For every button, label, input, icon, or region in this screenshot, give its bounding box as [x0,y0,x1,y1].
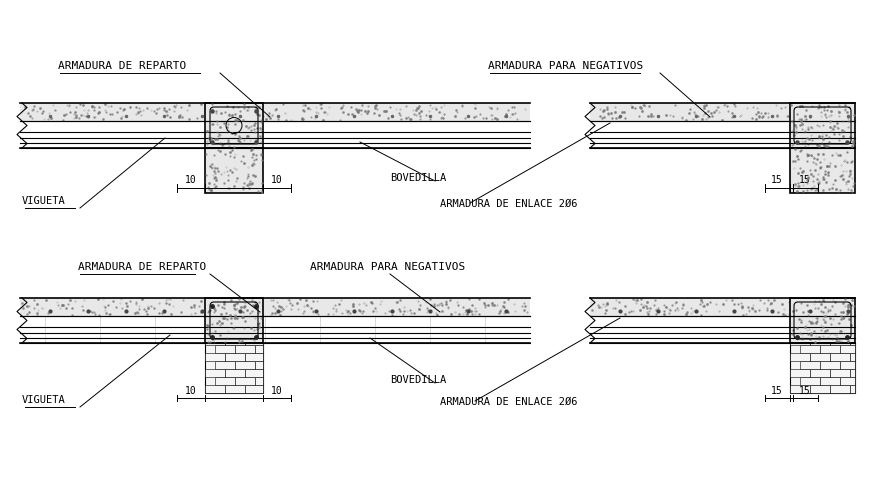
Bar [205,385,225,393]
Bar [839,377,854,385]
Bar [20,103,529,121]
Bar [819,345,839,353]
Text: 10: 10 [185,175,196,185]
Bar [849,385,854,393]
Bar [799,377,819,385]
Bar [205,343,225,345]
Bar [225,385,245,393]
Bar [849,353,854,361]
Bar [205,148,262,193]
Bar [829,385,849,393]
Bar [245,353,262,361]
Bar [809,385,829,393]
Bar [829,353,849,361]
Bar [225,343,245,345]
Bar [255,377,262,385]
Bar [829,343,849,345]
Bar [789,103,854,148]
Bar [799,345,819,353]
Text: BOVEDILLA: BOVEDILLA [389,173,446,183]
Text: ARMADURA DE ENLACE 2Ø6: ARMADURA DE ENLACE 2Ø6 [440,199,577,209]
Text: 15: 15 [770,175,782,185]
Bar [215,361,235,369]
Bar [789,343,809,345]
Bar [589,298,854,316]
Bar [235,361,255,369]
Bar [809,343,829,345]
Bar [205,298,262,343]
Text: ARMADURA DE ENLACE 2Ø6: ARMADURA DE ENLACE 2Ø6 [440,397,577,407]
Bar [819,377,839,385]
Bar [849,369,854,377]
Bar [205,369,225,377]
Bar [809,369,829,377]
Bar [205,343,262,393]
Bar [245,343,262,345]
Bar [235,377,255,385]
Text: ARMADURA DE REPARTO: ARMADURA DE REPARTO [58,61,186,71]
Bar [225,353,245,361]
Bar [589,103,854,121]
Text: VIGUETA: VIGUETA [22,395,66,405]
Bar [235,345,255,353]
Text: 15: 15 [770,386,782,396]
Bar [839,361,854,369]
Text: 10: 10 [271,386,282,396]
Text: 10: 10 [185,386,196,396]
Bar [225,369,245,377]
Bar [819,361,839,369]
Bar [839,345,854,353]
Bar [789,385,809,393]
Bar [849,343,854,345]
Bar [215,345,235,353]
Bar [789,353,809,361]
Bar [789,343,854,393]
Text: VIGUETA: VIGUETA [22,196,66,206]
Bar [205,103,262,148]
Text: 15: 15 [799,175,810,185]
Bar [255,361,262,369]
Bar [215,377,235,385]
Bar [789,148,854,193]
Bar [789,369,809,377]
Bar [205,353,225,361]
Text: ARMADURA PARA NEGATIVOS: ARMADURA PARA NEGATIVOS [488,61,642,71]
Text: 15: 15 [799,386,810,396]
Text: BOVEDILLA: BOVEDILLA [389,375,446,385]
Bar [809,353,829,361]
Bar [829,369,849,377]
Text: ARMADURA DE REPARTO: ARMADURA DE REPARTO [78,262,206,272]
Bar [789,298,854,343]
Bar [245,369,262,377]
Bar [245,385,262,393]
Bar [799,361,819,369]
Bar [255,345,262,353]
Text: 10: 10 [271,175,282,185]
Bar [20,298,529,316]
Text: ARMADURA PARA NEGATIVOS: ARMADURA PARA NEGATIVOS [309,262,465,272]
